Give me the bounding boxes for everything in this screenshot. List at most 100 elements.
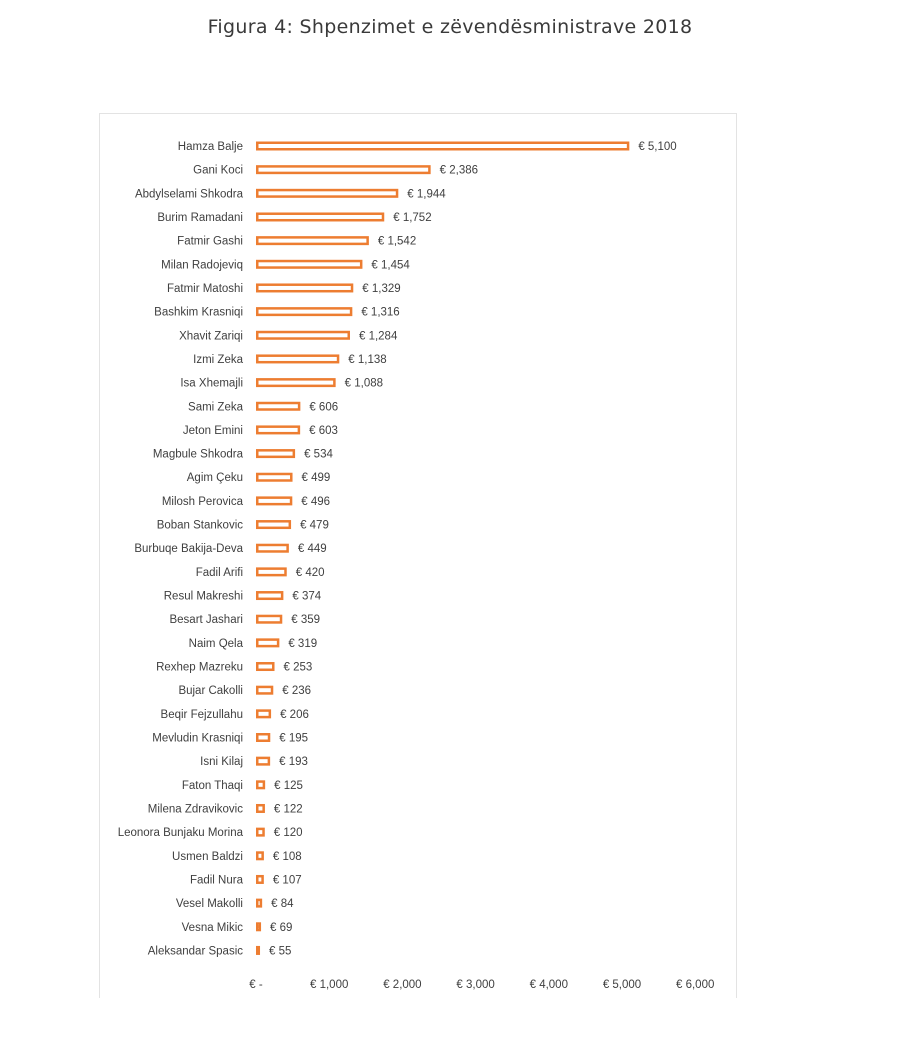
bar: [256, 709, 272, 719]
category-label: Fatmir Matoshi: [167, 283, 243, 295]
bar-value-label: € 449: [298, 543, 327, 555]
bar-value-label: € 122: [274, 803, 303, 815]
bar: [256, 188, 399, 198]
bar: [256, 330, 350, 340]
category-label: Resul Makreshi: [164, 591, 243, 603]
bar-value-label: € 206: [280, 709, 309, 721]
category-label: Gani Koci: [193, 165, 243, 177]
bar-value-label: € 420: [296, 567, 325, 579]
category-label: Besart Jashari: [169, 614, 243, 626]
bar-value-label: € 1,284: [359, 330, 398, 342]
x-tick-label: € 2,000: [383, 979, 421, 991]
bars: [256, 141, 630, 955]
bar-value-label: € 253: [284, 662, 313, 674]
bar: [256, 614, 283, 624]
bar-value-label: € 1,944: [407, 188, 446, 200]
bar-value-label: € 1,752: [393, 212, 431, 224]
bar-value-label: € 107: [273, 874, 302, 886]
category-label: Milosh Perovica: [162, 496, 244, 508]
bar: [256, 851, 264, 861]
bar: [256, 496, 293, 506]
bar: [256, 945, 261, 955]
category-label: Fatmir Gashi: [177, 236, 243, 248]
category-label: Hamza Balje: [178, 141, 243, 153]
bar-value-label: € 534: [304, 449, 333, 461]
bar: [256, 733, 271, 742]
category-label: Abdylselami Shkodra: [135, 188, 244, 200]
x-tick-label: € 6,000: [676, 979, 714, 991]
bar: [256, 141, 630, 151]
bar-value-label: € 374: [292, 591, 321, 603]
bar-value-label: € 195: [279, 733, 308, 745]
chart-frame: [99, 113, 737, 998]
bar: [256, 638, 280, 648]
bar-value-label: € 603: [309, 425, 338, 437]
bar: [256, 449, 296, 459]
category-label: Usmen Baldzi: [172, 851, 243, 863]
bar-value-label: € 479: [300, 520, 329, 532]
bar-value-label: € 193: [279, 756, 308, 768]
category-label: Bashkim Krasniqi: [154, 307, 243, 319]
bar-value-label: € 1,316: [361, 307, 399, 319]
category-label: Boban Stankovic: [157, 520, 244, 532]
bar-value-label: € 606: [309, 401, 338, 413]
category-label: Jeton Emini: [183, 425, 243, 437]
bar: [256, 354, 340, 364]
category-label: Beqir Fejzullahu: [161, 709, 243, 721]
bar-value-label: € 496: [301, 496, 330, 508]
x-axis-tick-labels: € - € 1,000 € 2,000 € 3,000 € 4,000 € 5,000 € …: [249, 979, 714, 991]
bar: [256, 827, 265, 837]
bar-value-label: € 84: [271, 898, 294, 910]
bar: [256, 165, 431, 175]
figure-title: Figura 4: Shpenzimet e zëvendësministrav…: [207, 16, 693, 38]
bar-value-label: € 1,088: [345, 378, 383, 390]
bar: [256, 425, 301, 435]
x-tick-label: € 1,000: [310, 979, 348, 991]
bar: [256, 898, 263, 908]
category-label: Burim Ramadani: [157, 212, 243, 224]
bar: [256, 472, 293, 482]
bar: [256, 780, 266, 790]
category-label: Milan Radojeviq: [161, 259, 243, 271]
bar: [256, 212, 385, 222]
category-labels: Hamza Balje Gani Koci Abdylselami Shkodra B…: [118, 141, 244, 957]
category-label: Rexhep Mazreku: [156, 662, 243, 674]
bar: [256, 283, 354, 293]
bar-value-label: € 1,454: [371, 259, 410, 271]
bar-value-label: € 125: [274, 780, 303, 792]
category-label: Isa Xhemajli: [180, 378, 243, 390]
category-label: Mevludin Krasniqi: [152, 733, 243, 745]
bar: [256, 236, 369, 246]
x-tick-label: € -: [249, 979, 263, 991]
bar-value-label: € 236: [282, 685, 311, 697]
bar-value-label: € 108: [273, 851, 302, 863]
category-label: Faton Thaqi: [182, 780, 243, 792]
bar-value-label: € 319: [288, 638, 317, 650]
bar-value-label: € 69: [270, 922, 292, 934]
bar: [256, 259, 363, 269]
category-label: Vesel Makolli: [176, 898, 243, 910]
bar: [256, 803, 265, 813]
category-label: Magbule Shkodra: [153, 449, 244, 461]
category-label: Vesna Mikic: [182, 922, 244, 934]
bar: [256, 543, 289, 553]
category-label: Aleksandar Spasic: [148, 945, 243, 957]
category-label: Agim Çeku: [187, 472, 243, 484]
bar: [256, 307, 353, 317]
bar-value-label: € 5,100: [638, 141, 676, 153]
bar: [256, 520, 292, 530]
bar: [256, 685, 274, 695]
category-label: Leonora Bunjaku Morina: [118, 827, 244, 839]
x-tick-label: € 5,000: [603, 979, 641, 991]
bar: [256, 591, 284, 601]
bar: [256, 756, 271, 766]
value-labels: € 5,100 € 2,386 € 1,944 € 1,752 € 1,542 € 1,4…: [269, 141, 677, 957]
category-label: Bujar Cakolli: [178, 685, 243, 697]
bar: [256, 401, 301, 411]
category-label: Fadil Nura: [190, 874, 244, 886]
category-label: Milena Zdravikovic: [148, 803, 243, 815]
category-label: Burbuqe Bakija-Deva: [134, 543, 243, 555]
category-label: Naim Qela: [189, 638, 244, 650]
category-label: Fadil Arifi: [196, 567, 243, 579]
